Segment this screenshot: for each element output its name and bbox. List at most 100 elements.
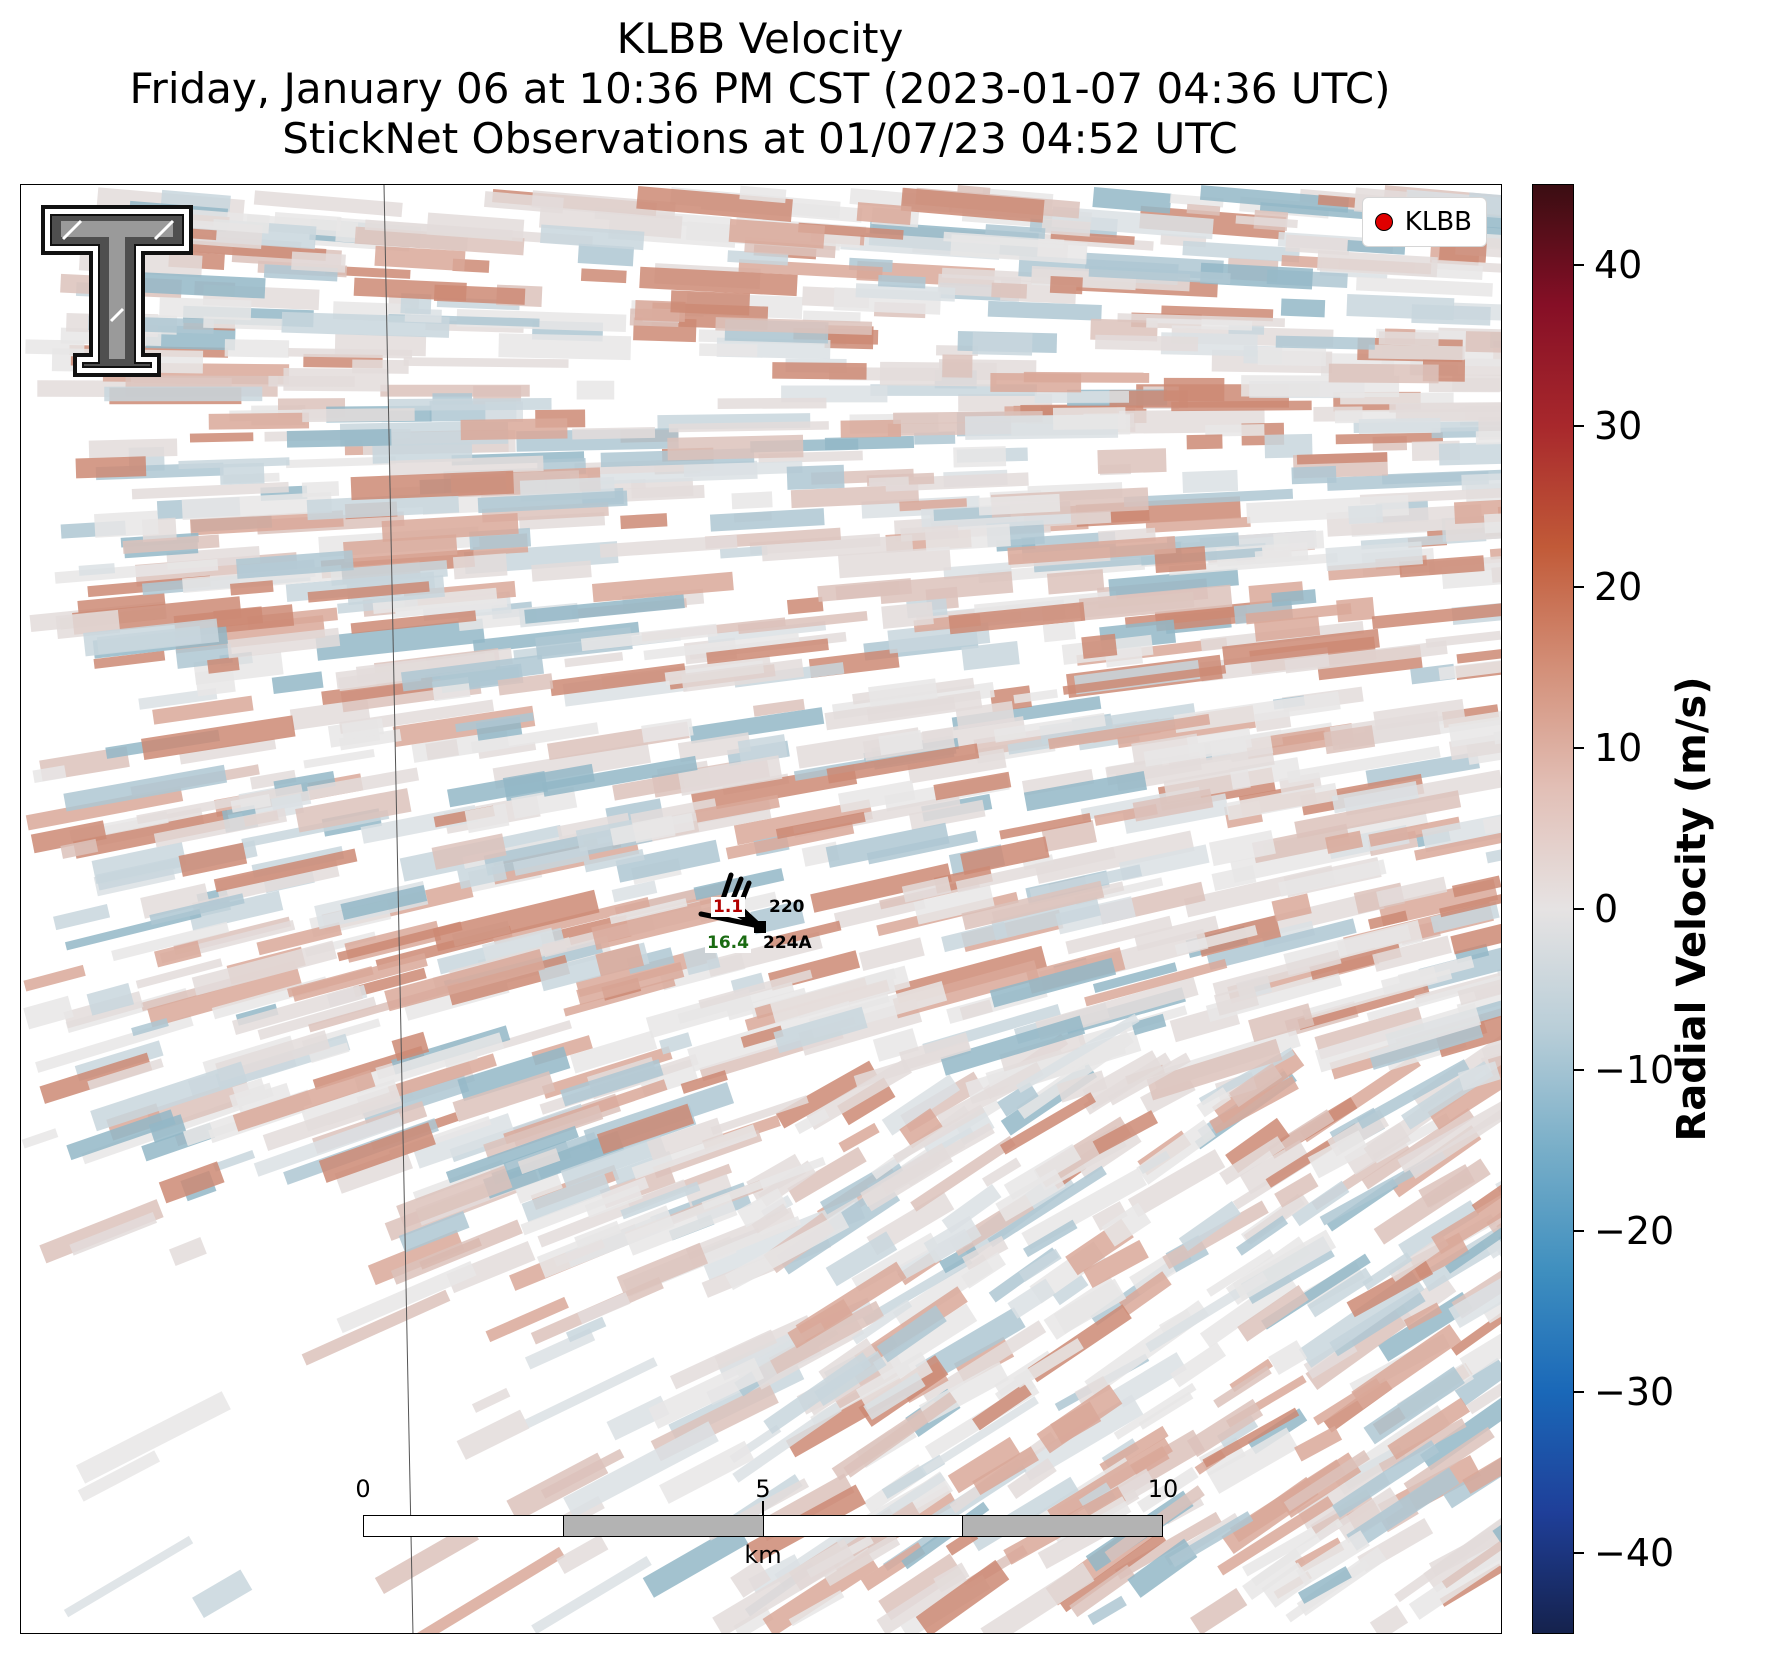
velocity-gate bbox=[802, 310, 861, 324]
scale-segment-2 bbox=[562, 1516, 763, 1536]
velocity-gate bbox=[39, 1052, 153, 1104]
velocity-gate bbox=[923, 1215, 982, 1264]
velocity-gate bbox=[950, 234, 1088, 265]
velocity-gate bbox=[192, 1569, 253, 1618]
colorbar-tick-label: 40 bbox=[1594, 242, 1643, 287]
velocity-gate bbox=[879, 571, 1014, 604]
velocity-gate bbox=[941, 1183, 1002, 1234]
velocity-gate bbox=[1430, 901, 1500, 933]
velocity-gate bbox=[1211, 865, 1257, 891]
velocity-gate bbox=[195, 667, 236, 697]
velocity-gate bbox=[987, 1165, 1107, 1248]
velocity-gate bbox=[563, 1421, 719, 1518]
velocity-gate bbox=[1219, 1136, 1285, 1186]
velocity-gate bbox=[794, 1108, 830, 1135]
velocity-gate bbox=[1317, 250, 1438, 278]
velocity-gate bbox=[681, 658, 805, 692]
velocity-gate bbox=[1059, 1531, 1167, 1613]
velocity-gate bbox=[577, 243, 635, 267]
velocity-gates bbox=[21, 185, 1502, 1633]
velocity-gate bbox=[680, 1070, 728, 1094]
velocity-gate bbox=[213, 606, 264, 628]
velocity-gate bbox=[104, 386, 263, 402]
velocity-gate bbox=[825, 1231, 898, 1287]
velocity-gate bbox=[1348, 504, 1384, 525]
velocity-gate bbox=[899, 1032, 972, 1071]
velocity-gate bbox=[1007, 1278, 1056, 1319]
velocity-gate bbox=[1414, 818, 1501, 861]
velocity-gate bbox=[1095, 334, 1199, 352]
velocity-gate bbox=[152, 695, 254, 725]
velocity-gate bbox=[939, 1242, 980, 1274]
velocity-gate bbox=[1418, 927, 1501, 991]
velocity-gate bbox=[1501, 909, 1502, 967]
velocity-gate bbox=[978, 493, 1061, 516]
texas-tech-logo bbox=[41, 205, 193, 377]
velocity-gate bbox=[478, 741, 537, 759]
velocity-gate bbox=[1245, 603, 1352, 625]
colorbar-tick-label: −10 bbox=[1594, 1048, 1675, 1093]
velocity-gate bbox=[1138, 1391, 1194, 1430]
velocity-gate bbox=[21, 1128, 59, 1149]
velocity-gate bbox=[1047, 713, 1211, 750]
colorbar-tick-label: 10 bbox=[1594, 725, 1643, 770]
velocity-gate bbox=[141, 715, 296, 760]
velocity-gate bbox=[1114, 1511, 1222, 1580]
velocity-gate bbox=[1264, 433, 1313, 459]
velocity-gate bbox=[1368, 344, 1465, 361]
velocity-gate bbox=[1062, 664, 1227, 695]
velocity-gate bbox=[447, 763, 595, 808]
velocity-gate bbox=[786, 596, 824, 615]
velocity-gate bbox=[1452, 374, 1501, 393]
velocity-gate bbox=[452, 553, 508, 580]
velocity-gate bbox=[477, 490, 628, 514]
velocity-gate bbox=[230, 580, 274, 596]
velocity-gate bbox=[1196, 1087, 1232, 1118]
velocity-gate bbox=[698, 969, 813, 1009]
velocity-gate bbox=[1291, 1180, 1350, 1227]
velocity-gate bbox=[908, 799, 986, 831]
velocity-gate bbox=[1049, 276, 1083, 295]
velocity-gate bbox=[868, 678, 938, 708]
velocity-gate bbox=[810, 863, 952, 913]
velocity-gate bbox=[863, 1372, 926, 1420]
velocity-gate bbox=[1225, 782, 1339, 821]
velocity-gate bbox=[87, 1058, 164, 1091]
velocity-gate bbox=[626, 947, 675, 975]
velocity-gate bbox=[565, 1316, 607, 1343]
colorbar-tick-label: −20 bbox=[1594, 1209, 1675, 1254]
velocity-gate bbox=[361, 1075, 470, 1125]
velocity-gate bbox=[1186, 203, 1221, 216]
radar-map[interactable]: KLBB 1.1 220 16.4 224A 0 5 10 km bbox=[20, 184, 1502, 1634]
velocity-gate bbox=[1438, 440, 1501, 466]
velocity-gate bbox=[591, 895, 731, 951]
velocity-gate bbox=[549, 663, 687, 697]
velocity-gate bbox=[154, 940, 202, 968]
velocity-gate bbox=[560, 1135, 667, 1188]
velocity-gate bbox=[1202, 1407, 1300, 1468]
velocity-gate bbox=[876, 1305, 947, 1363]
velocity-gate bbox=[596, 1103, 695, 1155]
velocity-gate bbox=[470, 722, 599, 754]
velocity-gate bbox=[215, 1030, 331, 1082]
velocity-gate bbox=[1368, 816, 1461, 847]
velocity-gate bbox=[531, 560, 592, 582]
velocity-gate bbox=[341, 717, 385, 740]
scale-segment-1 bbox=[364, 1516, 563, 1536]
velocity-gate bbox=[1099, 1425, 1169, 1475]
velocity-gate bbox=[1047, 1437, 1173, 1524]
velocity-gate bbox=[1448, 1272, 1501, 1329]
velocity-gate bbox=[69, 1211, 158, 1256]
velocity-gate bbox=[1170, 1342, 1227, 1388]
velocity-gate bbox=[717, 397, 827, 409]
colorbar-tick-label: −30 bbox=[1594, 1370, 1675, 1415]
velocity-gate bbox=[727, 250, 789, 266]
velocity-gate bbox=[995, 1168, 1066, 1222]
velocity-gate bbox=[1023, 1219, 1078, 1258]
velocity-gate bbox=[1145, 1272, 1268, 1353]
velocity-gate bbox=[580, 268, 627, 284]
klbb-marker-icon bbox=[1374, 213, 1393, 231]
velocity-gate bbox=[1294, 790, 1462, 839]
velocity-gate bbox=[189, 432, 254, 443]
velocity-gate bbox=[1118, 1271, 1172, 1316]
